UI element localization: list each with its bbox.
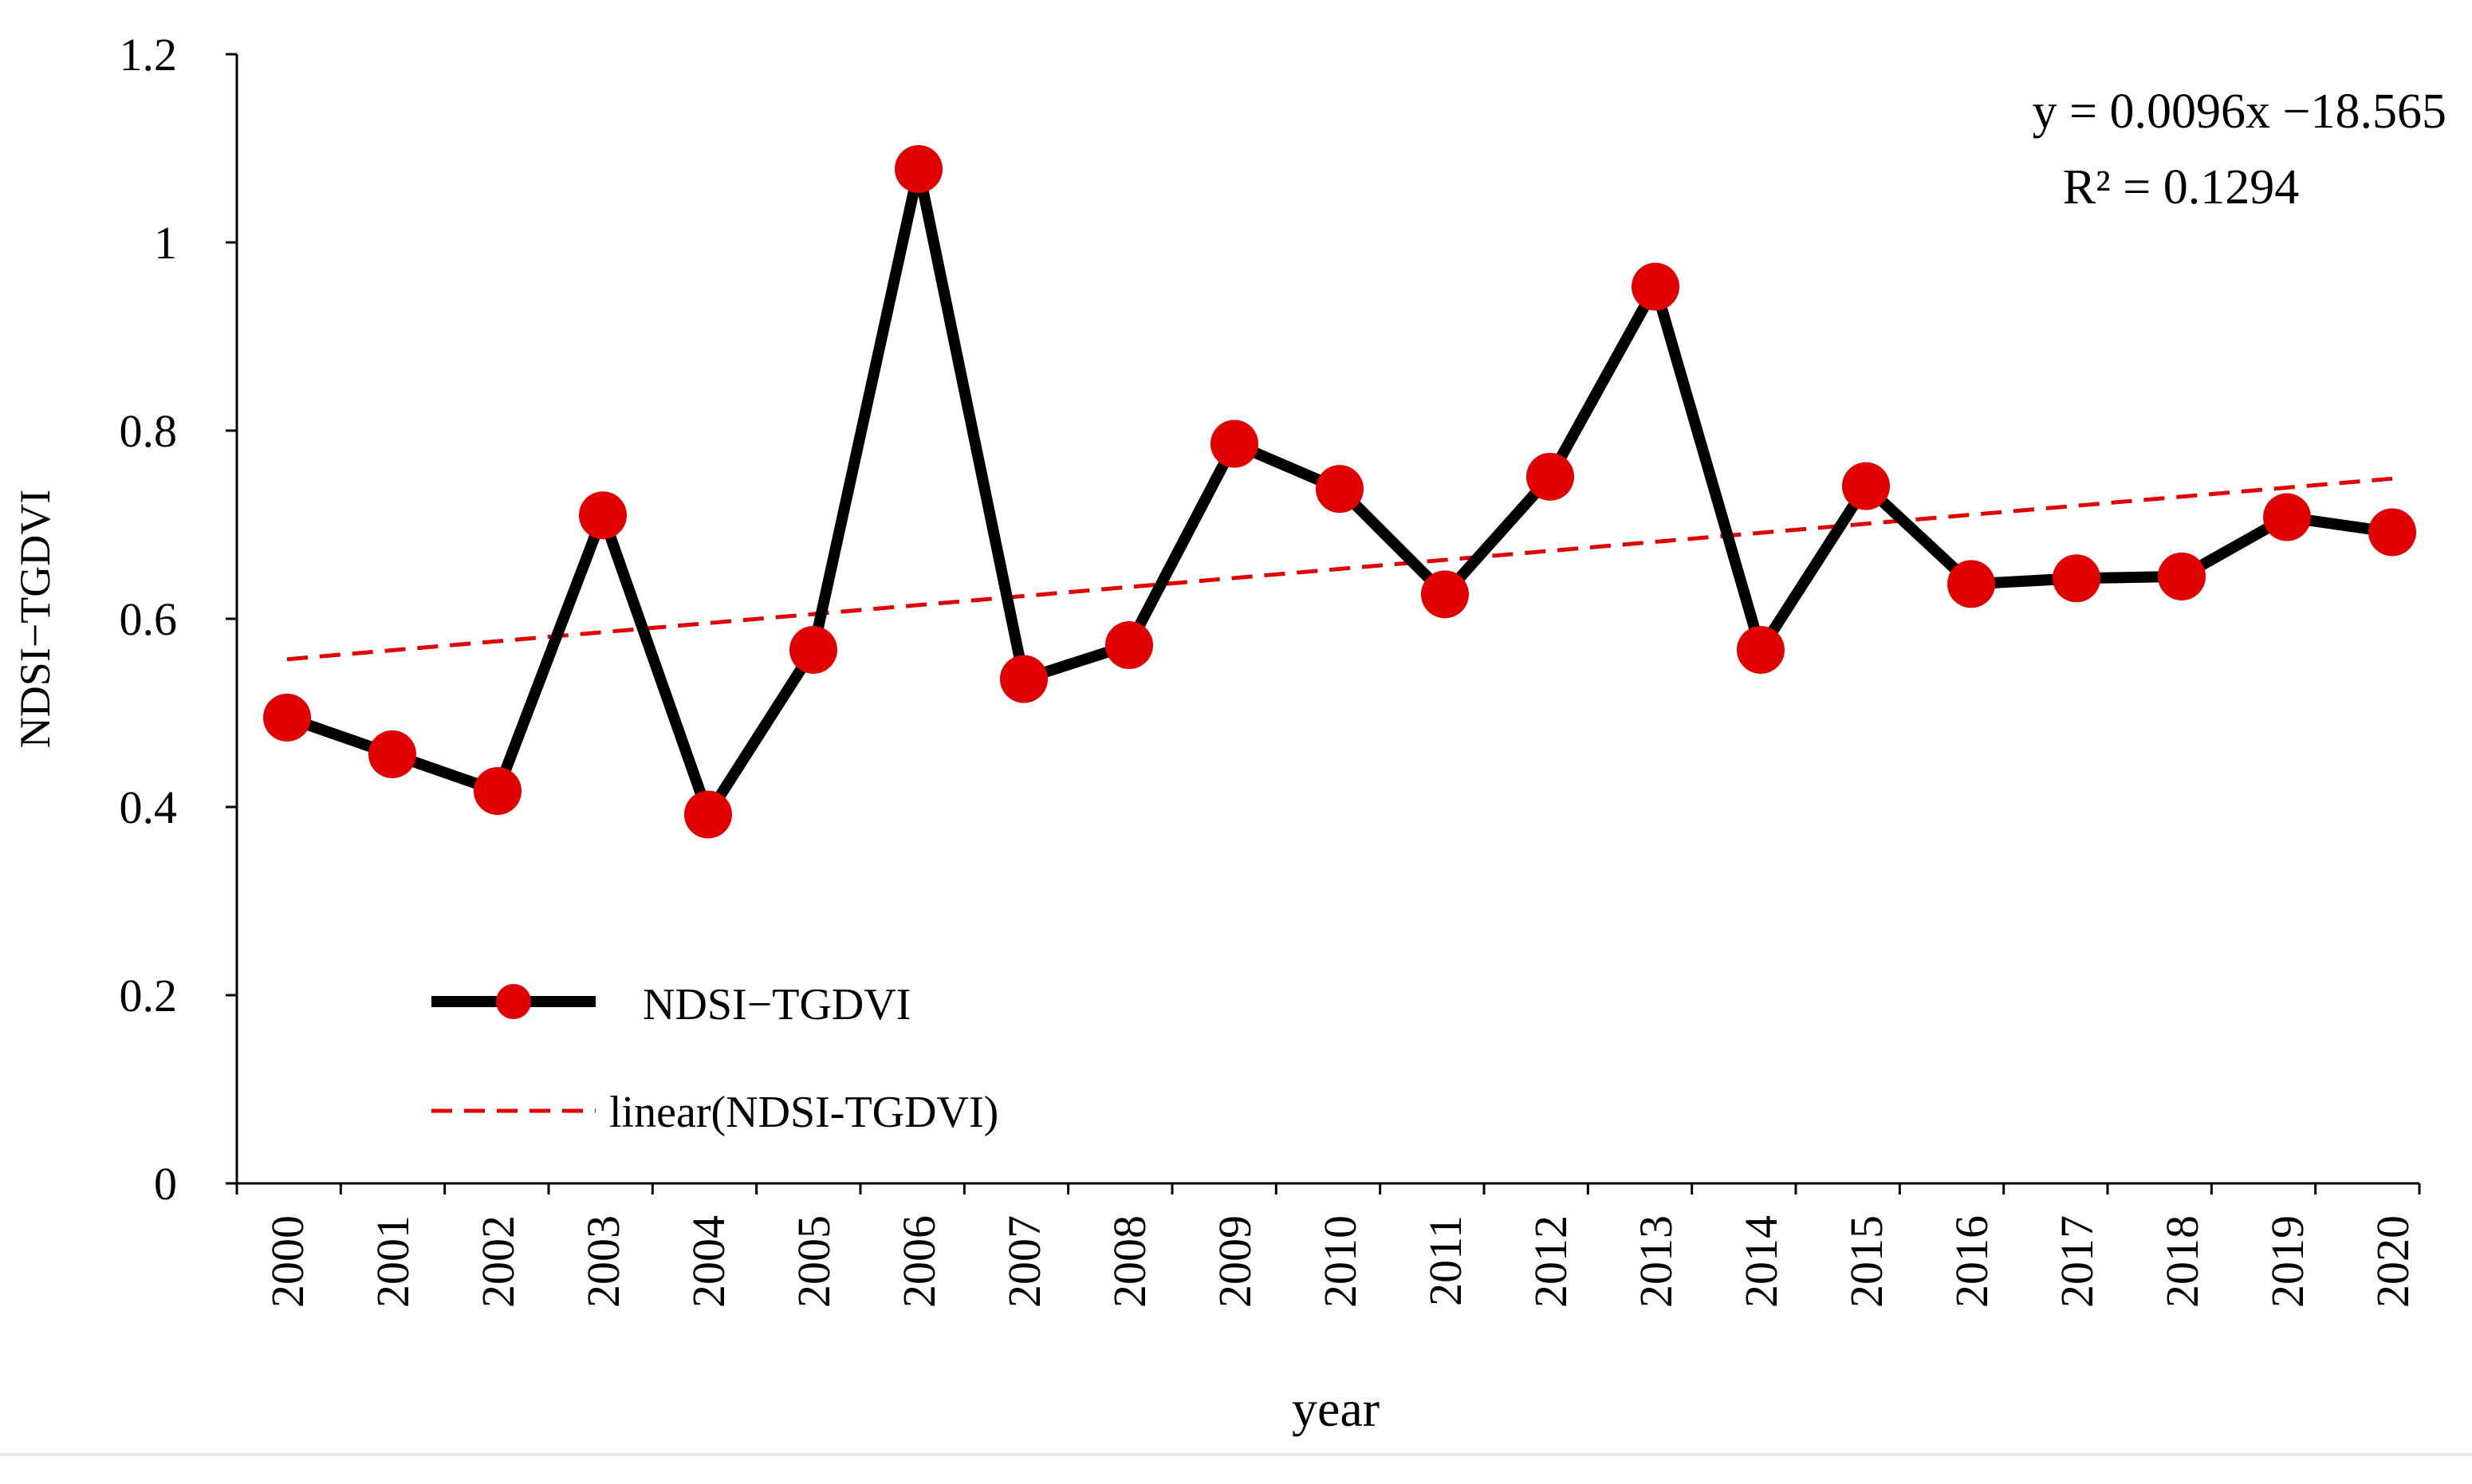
y-tick-label: 0.2 <box>120 970 178 1021</box>
data-point <box>2368 508 2416 557</box>
trendline <box>286 476 2393 662</box>
data-point <box>1842 462 1890 510</box>
data-point <box>368 730 416 778</box>
y-tick-label: 0.6 <box>120 593 178 645</box>
data-point <box>263 693 311 742</box>
x-tick-label: 2007 <box>998 1215 1050 1308</box>
x-tick-label: 2001 <box>367 1215 419 1308</box>
data-point <box>579 491 627 540</box>
r-squared-label: R² = 0.1294 <box>2063 160 2299 215</box>
x-tick-label: 2005 <box>788 1215 840 1308</box>
data-point <box>1316 465 1364 514</box>
x-tick-label: 2012 <box>1525 1215 1576 1308</box>
bottom-divider <box>0 1453 2472 1456</box>
y-tick-label: 0.8 <box>120 405 178 457</box>
legend: NDSI−TGDVI linear(NDSI-TGDVI) <box>431 980 998 1137</box>
x-tick-label: 2004 <box>683 1215 734 1308</box>
legend-trendline-label: linear(NDSI-TGDVI) <box>609 1088 998 1137</box>
x-tick-label: 2019 <box>2261 1215 2313 1308</box>
data-point <box>1947 560 1995 608</box>
x-axis-title: year <box>1292 1380 1380 1437</box>
x-tick-label: 2015 <box>1840 1215 1892 1308</box>
x-tick-label: 2013 <box>1630 1215 1682 1308</box>
x-tick-label: 2000 <box>262 1215 313 1308</box>
x-tick-label: 2010 <box>1314 1215 1366 1308</box>
x-ticks: 2000 2001 2002 2003 2004 2005 2006 2007 2008 2009… <box>235 1183 2421 1308</box>
data-point <box>1000 655 1048 703</box>
data-point <box>2263 493 2311 541</box>
series-layer <box>263 144 2416 839</box>
data-point <box>474 766 522 815</box>
data-point <box>895 144 943 193</box>
data-point <box>2158 552 2206 600</box>
x-tick-label: 2018 <box>2156 1215 2208 1308</box>
y-tick-label: 0 <box>154 1158 177 1210</box>
data-point <box>1526 452 1574 501</box>
data-point <box>1737 625 1785 674</box>
y-axis-title: NDSI−TGDVI <box>11 490 59 748</box>
x-tick-label: 2009 <box>1209 1215 1261 1308</box>
regression-annotation: y = 0.0096x −18.565 R² = 0.1294 <box>2033 85 2446 215</box>
x-tick-label: 2020 <box>2367 1215 2419 1308</box>
data-point <box>2053 554 2100 603</box>
x-tick-label: 2016 <box>1946 1215 1998 1308</box>
y-tick-label: 0.4 <box>120 781 178 833</box>
legend-entry-series: NDSI−TGDVI <box>431 980 911 1029</box>
legend-entry-trendline: linear(NDSI-TGDVI) <box>431 1088 998 1137</box>
x-tick-label: 2003 <box>577 1215 629 1308</box>
data-point <box>1210 419 1258 468</box>
regression-equation: y = 0.0096x −18.565 <box>2033 85 2446 139</box>
trendline-layer <box>286 476 2393 662</box>
legend-series-label: NDSI−TGDVI <box>643 980 911 1029</box>
x-tick-label: 2014 <box>1735 1215 1787 1308</box>
data-point <box>1105 621 1153 670</box>
legend-series-marker <box>496 984 531 1019</box>
y-ticks: 0 0.2 0.4 0.6 0.8 1 1.2 <box>120 29 237 1210</box>
data-point <box>1632 262 1679 311</box>
x-tick-label: 2006 <box>893 1215 945 1308</box>
x-tick-label: 2017 <box>2051 1215 2103 1308</box>
y-tick-label: 1.2 <box>120 29 178 81</box>
data-point <box>1421 570 1469 619</box>
x-tick-label: 2002 <box>472 1215 524 1308</box>
y-tick-label: 1 <box>154 217 177 269</box>
x-tick-label: 2011 <box>1419 1215 1471 1306</box>
data-point <box>789 625 837 674</box>
x-tick-label: 2008 <box>1104 1215 1155 1308</box>
data-point <box>684 790 732 839</box>
